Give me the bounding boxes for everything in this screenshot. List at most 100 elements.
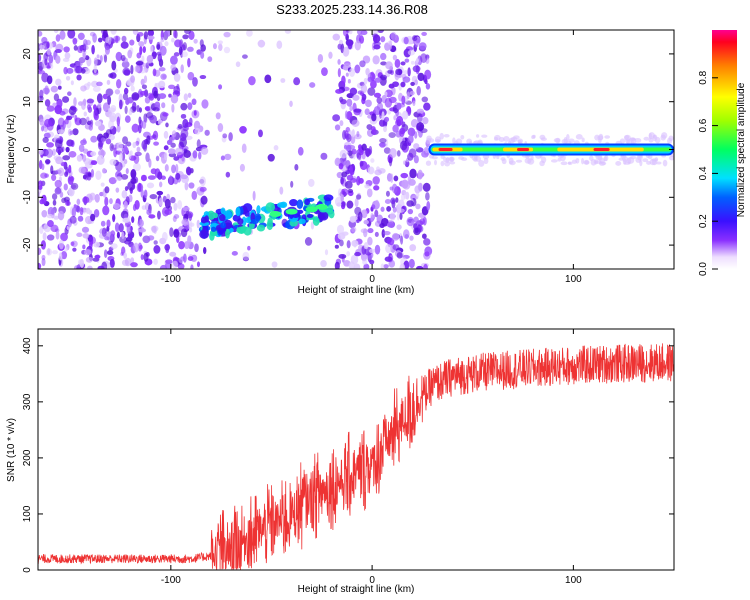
noise-dot (70, 241, 75, 247)
noise-dot (163, 145, 169, 151)
noise-dot (483, 157, 489, 165)
noise-dot (376, 102, 384, 111)
noise-dot (186, 167, 192, 176)
noise-dot (376, 96, 383, 104)
noise-dot (367, 227, 374, 234)
noise-dot (252, 190, 256, 201)
noise-dot (461, 157, 468, 162)
noise-dot (193, 120, 201, 131)
noise-dot (280, 78, 286, 83)
noise-dot (82, 244, 86, 250)
noise-dot (351, 119, 360, 127)
noise-dot (342, 130, 347, 140)
noise-dot (639, 159, 643, 167)
noise-dot (424, 251, 430, 257)
noise-dot (193, 38, 198, 44)
noise-dot (180, 64, 184, 74)
noise-dot (119, 152, 123, 163)
noise-dot (129, 39, 135, 46)
spectrogram-y-axis-label: Frequency (Hz) (6, 115, 17, 184)
noise-dot (175, 163, 179, 174)
noise-dot (79, 117, 88, 126)
noise-dot (420, 53, 428, 64)
noise-dot (338, 163, 344, 170)
noise-dot (137, 182, 142, 192)
noise-dot (271, 261, 278, 268)
noise-dot (379, 76, 387, 86)
noise-dot (242, 54, 248, 59)
noise-dot (178, 46, 183, 56)
noise-dot (67, 91, 72, 96)
noise-dot (115, 187, 120, 193)
noise-dot (46, 75, 53, 85)
noise-dot (294, 164, 299, 171)
colorbar-ticks: 0.0 0.2 0.4 0.6 0.8 (698, 70, 718, 276)
noise-dot (224, 153, 232, 161)
noise-dot (52, 148, 56, 156)
noise-dot (289, 100, 293, 107)
noise-dot (515, 159, 523, 163)
noise-dot (153, 258, 158, 265)
noise-dot (46, 142, 54, 148)
noise-dot (103, 54, 108, 63)
noise-dot (153, 240, 158, 245)
noise-dot (65, 166, 69, 176)
noise-dot (142, 62, 147, 67)
spectrogram-y-tick-label: -10 (22, 190, 33, 205)
noise-dot (52, 199, 57, 206)
noise-dot (60, 251, 68, 260)
noise-dot (379, 138, 387, 144)
noise-dot (308, 178, 315, 188)
noise-dot (409, 244, 417, 252)
noise-dot (53, 30, 59, 34)
noise-dot (95, 170, 102, 181)
noise-dot (380, 61, 387, 66)
noise-dot (166, 139, 172, 146)
snr-x-tick-label: 100 (565, 575, 582, 586)
noise-dot (423, 238, 431, 246)
noise-dot (235, 61, 241, 68)
noise-dot (158, 93, 167, 99)
noise-dot (38, 149, 44, 156)
noise-dot (50, 165, 54, 175)
noise-dot (115, 51, 123, 62)
noise-dot (348, 67, 356, 77)
spectrogram-y-tick-label: 0 (22, 146, 33, 152)
noise-dot (182, 118, 189, 128)
noise-dot (59, 30, 66, 40)
noise-dot (165, 122, 169, 128)
noise-dot (371, 128, 377, 136)
noise-dot (425, 192, 430, 201)
noise-dot (173, 52, 180, 57)
noise-dot (364, 108, 370, 116)
noise-dot (123, 200, 128, 209)
noise-dot (131, 216, 135, 224)
noise-dot (116, 142, 123, 152)
noise-dot (656, 161, 662, 165)
noise-dot (471, 154, 478, 161)
spectrogram-x-ticks: -100 0 100 (161, 30, 582, 285)
noise-dot (55, 55, 61, 64)
noise-dot (338, 39, 343, 45)
noise-dot (87, 81, 91, 87)
noise-dot (170, 196, 176, 204)
noise-dot (412, 35, 418, 42)
noise-dot (65, 146, 70, 153)
noise-dot (668, 155, 674, 161)
noise-dot (182, 34, 189, 40)
noise-dot (76, 205, 81, 213)
noise-dot (82, 196, 90, 204)
noise-dot (115, 161, 123, 172)
noise-dot (351, 226, 357, 233)
noise-dot (57, 85, 62, 90)
noise-dot (187, 57, 191, 68)
noise-dot (334, 244, 339, 249)
noise-dot (434, 139, 441, 143)
noise-dot (50, 85, 59, 93)
noise-dot (403, 160, 407, 165)
noise-dot (90, 160, 98, 166)
noise-dot (396, 115, 404, 126)
colorbar-tick-label: 0.4 (698, 166, 709, 180)
noise-dot (145, 62, 150, 69)
noise-dot (409, 168, 417, 179)
